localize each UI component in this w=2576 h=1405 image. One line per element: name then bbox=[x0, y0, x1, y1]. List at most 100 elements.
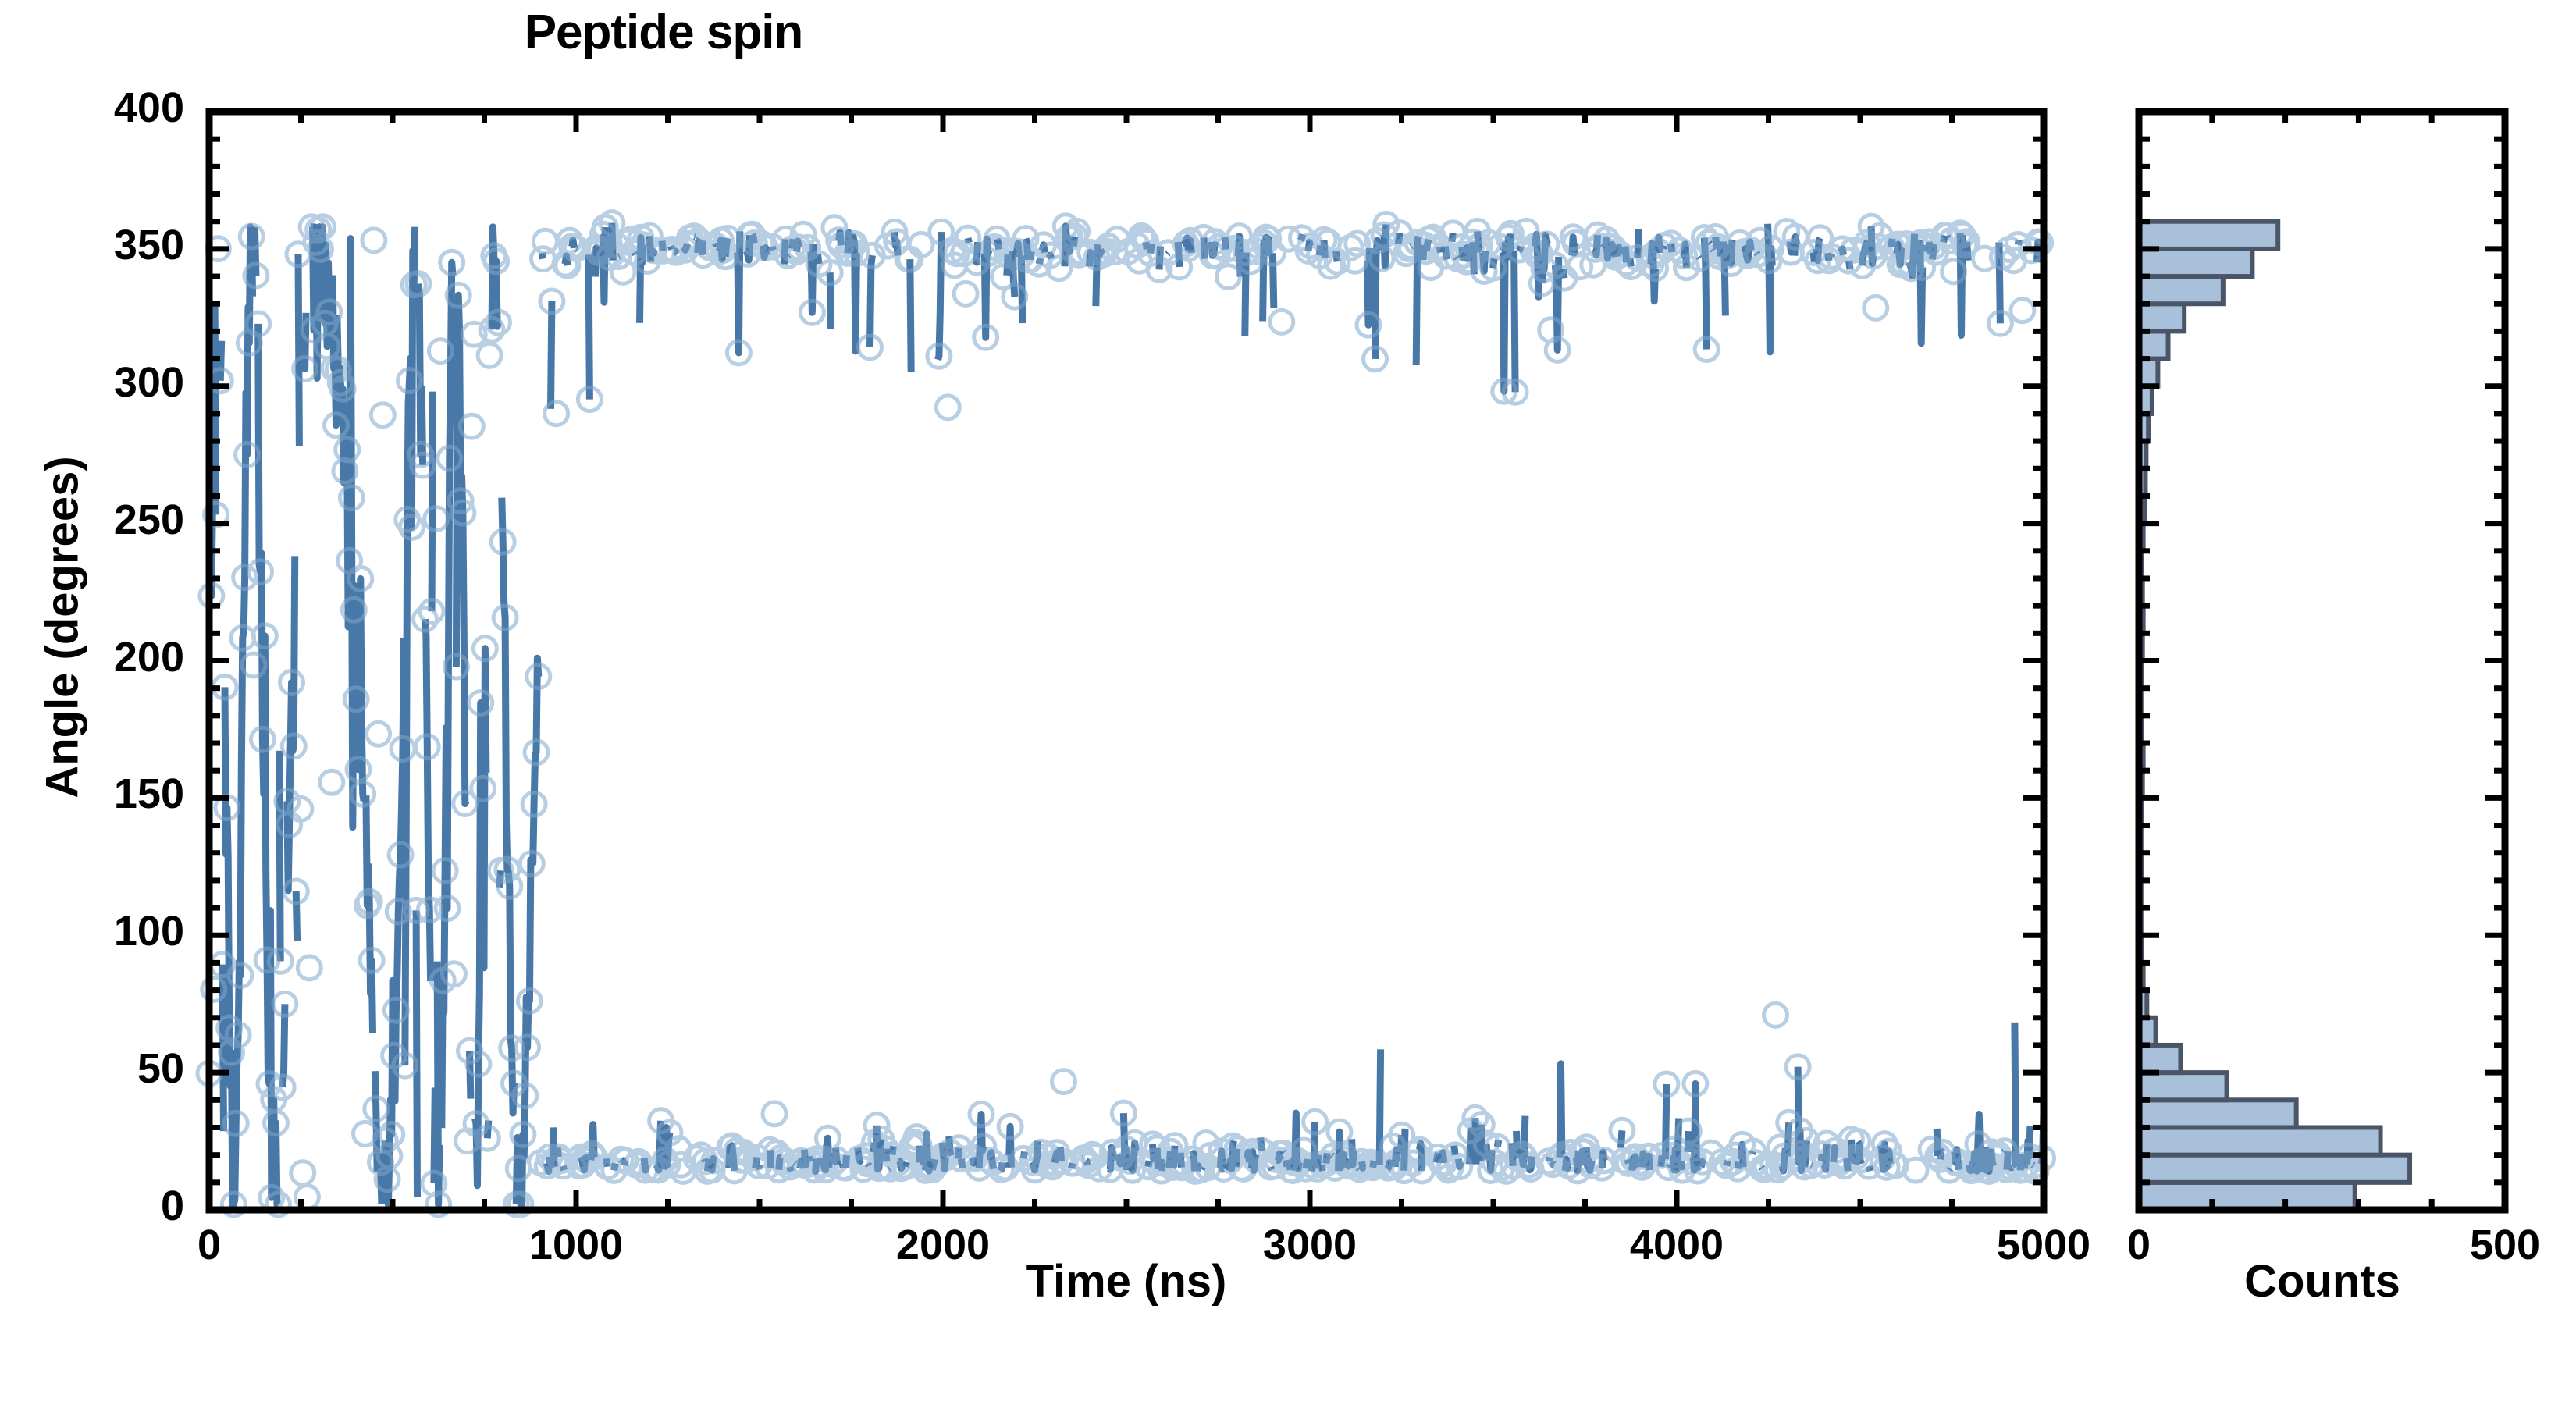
data-point-marker bbox=[1940, 258, 1968, 286]
data-point-marker bbox=[575, 386, 603, 414]
data-point-marker bbox=[818, 1151, 846, 1179]
data-point-marker bbox=[934, 393, 962, 422]
data-point-marker bbox=[411, 605, 439, 633]
data-point-marker bbox=[289, 1159, 317, 1187]
data-point-marker bbox=[218, 1038, 245, 1066]
data-point-marker bbox=[493, 855, 521, 884]
data-point-marker bbox=[785, 233, 813, 261]
data-point-marker bbox=[291, 354, 319, 382]
data-point-marker bbox=[543, 400, 571, 428]
data-point-marker bbox=[322, 411, 350, 439]
data-point-marker bbox=[475, 341, 503, 369]
trajectory-line bbox=[422, 618, 435, 982]
data-point-marker bbox=[264, 1190, 292, 1218]
data-point-marker bbox=[344, 756, 372, 784]
data-point-marker bbox=[603, 231, 631, 259]
trajectory-line bbox=[1956, 233, 1966, 339]
trajectory-line bbox=[216, 340, 226, 381]
data-point-marker bbox=[391, 1051, 419, 1080]
data-point-marker bbox=[1674, 1117, 1703, 1145]
data-point-marker bbox=[1608, 1116, 1636, 1144]
data-point-marker bbox=[224, 1021, 252, 1049]
data-point-marker bbox=[1986, 309, 2014, 337]
data-point-marker bbox=[1506, 236, 1534, 264]
data-point-marker bbox=[1361, 345, 1389, 373]
data-point-marker bbox=[1343, 229, 1372, 258]
data-point-marker bbox=[219, 1190, 247, 1218]
data-point-marker bbox=[509, 1120, 537, 1148]
data-point-marker bbox=[1566, 253, 1594, 281]
data-point-marker bbox=[724, 339, 753, 367]
data-point-marker bbox=[409, 451, 437, 479]
data-point-marker bbox=[1670, 242, 1699, 270]
data-point-marker bbox=[1406, 1136, 1433, 1164]
histogram-bar bbox=[2137, 301, 2187, 334]
y-tick-label: 100 bbox=[113, 908, 184, 955]
trajectory-line bbox=[1372, 237, 1382, 359]
data-point-marker bbox=[269, 1073, 297, 1101]
data-point-marker bbox=[816, 258, 844, 286]
data-point-marker bbox=[222, 1109, 250, 1137]
data-point-marker bbox=[485, 308, 512, 336]
data-point-marker bbox=[1844, 1128, 1872, 1155]
data-point-marker bbox=[1370, 221, 1398, 249]
x-tick-label: 1000 bbox=[528, 1222, 624, 1268]
trajectory-line bbox=[1144, 1160, 1153, 1168]
data-point-marker bbox=[355, 887, 383, 916]
data-point-marker bbox=[1577, 1151, 1605, 1179]
data-point-marker bbox=[1268, 308, 1296, 336]
data-point-marker bbox=[365, 720, 393, 748]
data-point-marker bbox=[489, 528, 517, 556]
y-tick-label: 400 bbox=[113, 84, 184, 131]
trajectory-line bbox=[734, 231, 744, 357]
histogram-bar bbox=[2137, 246, 2255, 279]
trajectory-line bbox=[211, 304, 220, 515]
histogram-bar bbox=[2137, 274, 2226, 307]
data-point-marker bbox=[1501, 378, 1529, 406]
data-point-marker bbox=[952, 279, 980, 308]
data-point-marker bbox=[856, 333, 884, 361]
data-point-marker bbox=[295, 954, 323, 982]
data-point-marker bbox=[1490, 377, 1518, 405]
data-point-marker bbox=[1902, 1156, 1930, 1184]
trajectory-line bbox=[1280, 1149, 1286, 1156]
trajectory-line bbox=[412, 910, 421, 1197]
data-point-marker bbox=[282, 877, 310, 905]
data-point-marker bbox=[1468, 1111, 1496, 1139]
y-tick-label: 350 bbox=[113, 221, 184, 269]
data-point-marker bbox=[318, 768, 346, 796]
trajectory-line bbox=[1634, 229, 1642, 258]
data-point-marker bbox=[433, 895, 461, 923]
histogram-bar bbox=[2137, 1125, 2383, 1158]
data-point-marker bbox=[1290, 1136, 1318, 1165]
trajectory-line bbox=[294, 254, 303, 446]
trajectory-line bbox=[438, 258, 457, 1129]
timeseries-panel bbox=[195, 209, 2057, 1218]
trajectory-line bbox=[934, 232, 945, 361]
data-point-marker bbox=[415, 896, 443, 924]
data-point-marker bbox=[1399, 1149, 1427, 1177]
data-point-marker bbox=[271, 990, 299, 1018]
trajectory-line bbox=[433, 961, 443, 1208]
data-point-marker bbox=[1572, 1133, 1600, 1161]
data-point-marker bbox=[1001, 283, 1029, 311]
x-tick-label: 3000 bbox=[1262, 1222, 1357, 1268]
data-point-marker bbox=[397, 514, 425, 541]
histogram-bar bbox=[2137, 329, 2171, 361]
data-point-marker bbox=[522, 738, 550, 767]
data-point-marker bbox=[471, 635, 499, 663]
data-point-marker bbox=[925, 342, 953, 370]
data-point-marker bbox=[496, 872, 524, 900]
data-point-marker bbox=[418, 597, 446, 625]
trajectory-line bbox=[279, 1004, 289, 1088]
data-point-marker bbox=[1702, 222, 1730, 251]
trajectory-line bbox=[1450, 1145, 1459, 1156]
data-point-marker bbox=[425, 1190, 453, 1218]
data-point-marker bbox=[478, 315, 506, 343]
histogram-bar bbox=[2137, 1152, 2413, 1185]
data-point-marker bbox=[1882, 1151, 1909, 1179]
data-point-marker bbox=[1757, 234, 1785, 262]
data-point-marker bbox=[460, 320, 488, 348]
data-point-marker bbox=[907, 230, 935, 258]
trajectory-line bbox=[383, 637, 407, 1208]
